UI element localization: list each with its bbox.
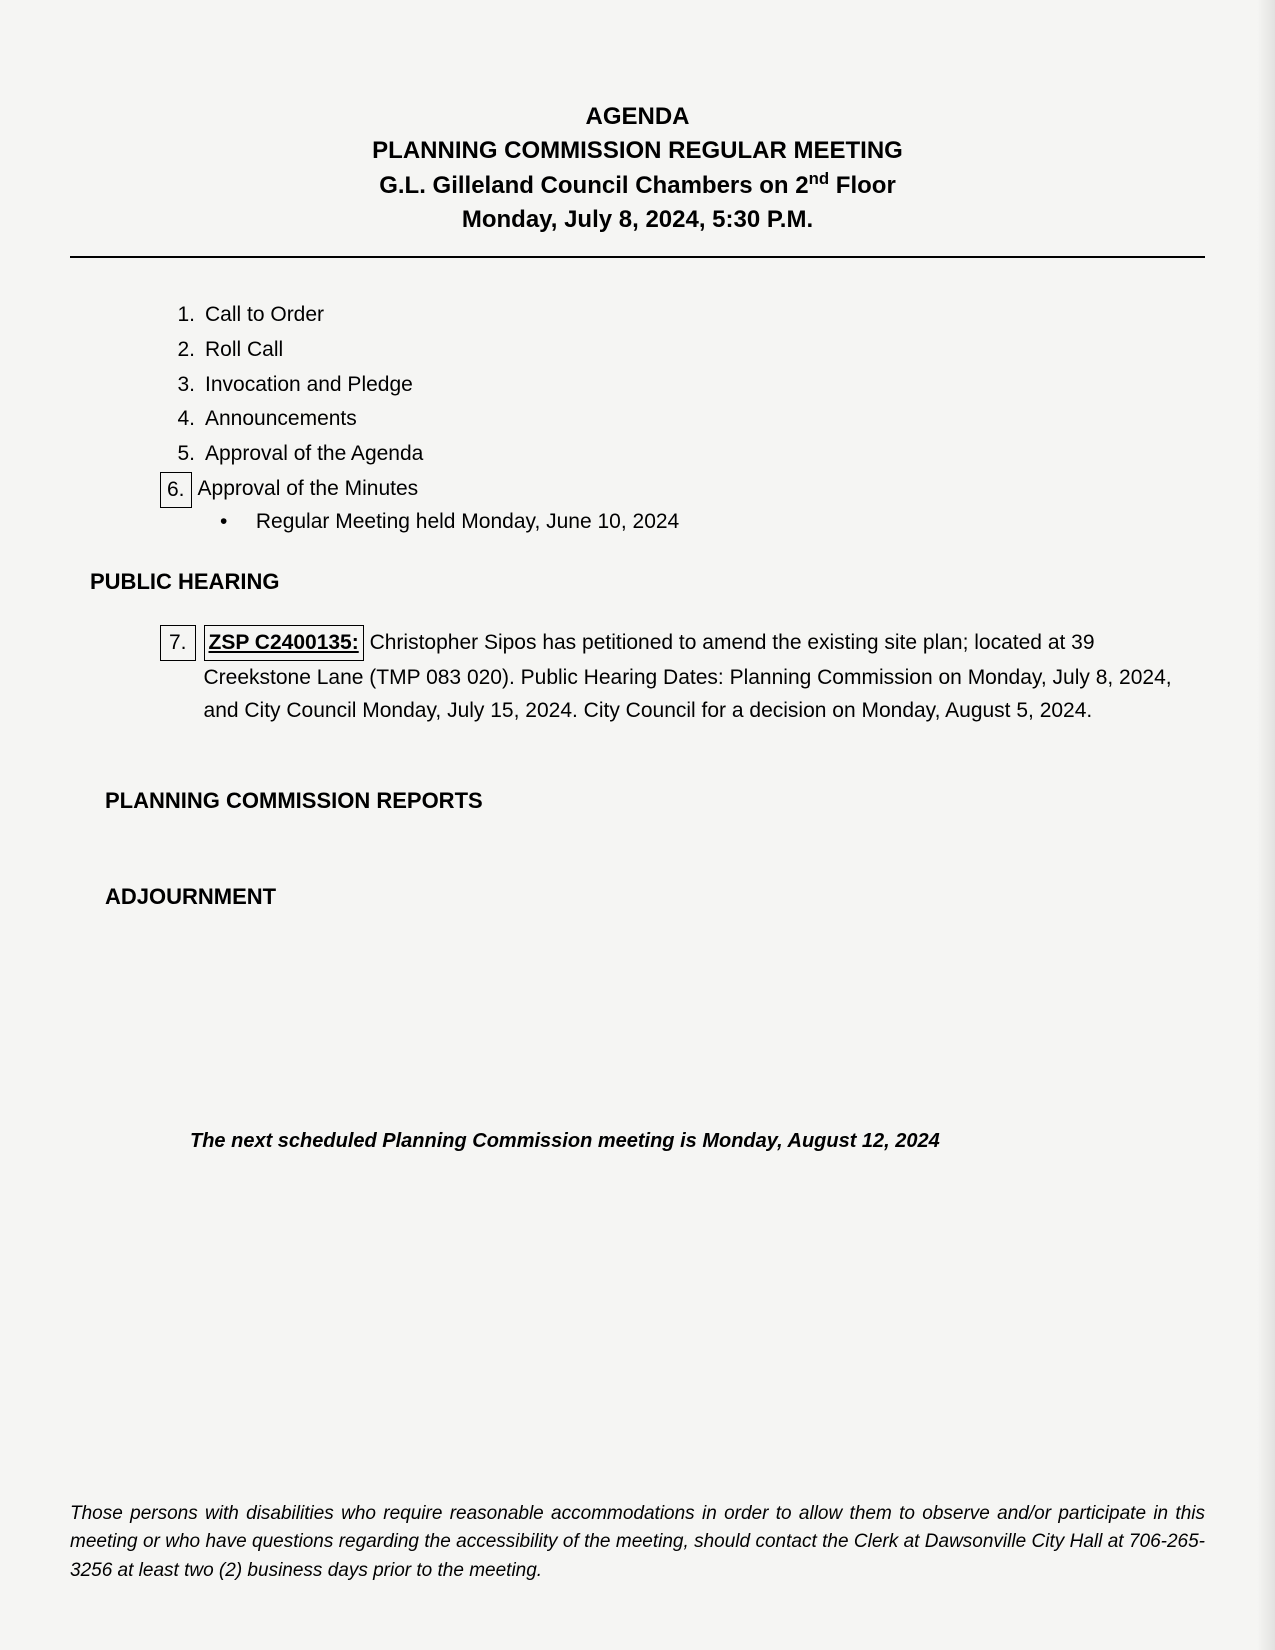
agenda-text: Approval of the Agenda [205, 437, 1205, 472]
agenda-item: 3. Invocation and Pledge [160, 368, 1205, 403]
header-divider [70, 256, 1205, 258]
agenda-item: 4. Announcements [160, 402, 1205, 437]
agenda-item: 1. Call to Order [160, 298, 1205, 333]
minutes-sub-bullet: • Regular Meeting held Monday, June 10, … [220, 510, 1205, 534]
agenda-list: 1. Call to Order 2. Roll Call 3. Invocat… [160, 298, 1205, 508]
header-meeting-title: PLANNING COMMISSION REGULAR MEETING [70, 134, 1205, 168]
header-datetime: Monday, July 8, 2024, 5:30 P.M. [70, 203, 1205, 237]
case-number: ZSP C2400135: [204, 625, 364, 661]
agenda-text: Announcements [205, 402, 1205, 437]
next-meeting-note: The next scheduled Planning Commission m… [190, 1130, 1205, 1153]
agenda-text: Invocation and Pledge [205, 368, 1205, 403]
scan-edge-artifact [1257, 0, 1275, 1650]
bullet-icon: • [220, 510, 250, 534]
agenda-item: 2. Roll Call [160, 333, 1205, 368]
agenda-text: Approval of the Minutes [198, 472, 1205, 507]
hearing-text: ZSP C2400135: Christopher Sipos has peti… [204, 625, 1205, 728]
agenda-text: Call to Order [205, 298, 1205, 333]
agenda-item: 6. Approval of the Minutes [160, 472, 1205, 509]
agenda-number: 3. [160, 368, 195, 403]
agenda-item: 5. Approval of the Agenda [160, 437, 1205, 472]
hearing-item: 7. ZSP C2400135: Christopher Sipos has p… [160, 625, 1205, 728]
header-location: G.L. Gilleland Council Chambers on 2nd F… [70, 167, 1205, 203]
agenda-number: 5. [160, 437, 195, 472]
agenda-number: 2. [160, 333, 195, 368]
agenda-number: 1. [160, 298, 195, 333]
agenda-number: 4. [160, 402, 195, 437]
hearing-number-boxed: 7. [160, 625, 196, 661]
agenda-number-boxed: 6. [160, 472, 192, 509]
agenda-text: Roll Call [205, 333, 1205, 368]
reports-heading: PLANNING COMMISSION REPORTS [105, 788, 1205, 814]
adjournment-heading: ADJOURNMENT [105, 884, 1205, 910]
sub-bullet-text: Regular Meeting held Monday, June 10, 20… [256, 510, 679, 533]
accessibility-footer: Those persons with disabilities who requ… [70, 1500, 1205, 1586]
public-hearing-heading: PUBLIC HEARING [90, 569, 1205, 595]
document-header: AGENDA PLANNING COMMISSION REGULAR MEETI… [70, 100, 1205, 236]
header-agenda: AGENDA [70, 100, 1205, 134]
